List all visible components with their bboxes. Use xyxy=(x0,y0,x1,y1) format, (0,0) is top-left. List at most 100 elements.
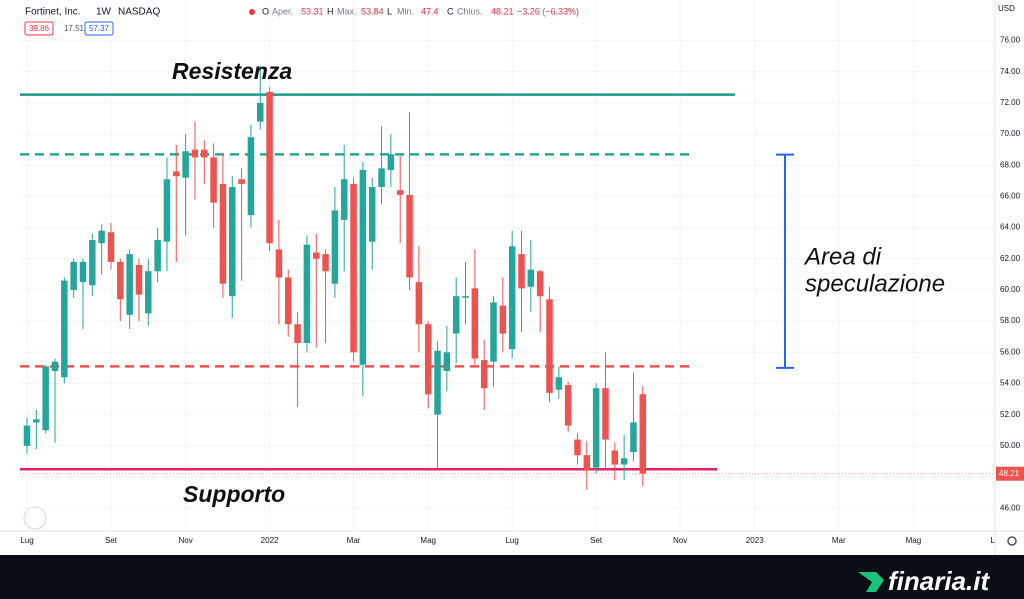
candle-body xyxy=(126,254,133,315)
candle-body xyxy=(135,265,143,295)
candle-body xyxy=(471,288,479,359)
ohlc-value: 47.4 xyxy=(421,6,439,16)
y-tick-label: 72.00 xyxy=(1000,98,1021,107)
candle-body xyxy=(247,137,255,216)
ohlc-key: L xyxy=(387,6,392,16)
x-tick-label: Nov xyxy=(178,536,192,545)
settings-icon[interactable] xyxy=(1007,536,1017,546)
candle-body xyxy=(182,151,189,178)
x-tick-label: Lug xyxy=(505,536,518,545)
candle-body xyxy=(518,254,525,289)
candle-body xyxy=(98,230,105,244)
bracket-label: Area di xyxy=(803,243,882,270)
y-tick-label: 50.00 xyxy=(1000,441,1021,450)
candle-body xyxy=(443,352,451,371)
candle-body xyxy=(424,324,432,395)
interval: 1W xyxy=(96,7,112,18)
x-tick-label: Mar xyxy=(347,536,361,545)
candle-body xyxy=(303,244,311,343)
y-tick-label: 52.00 xyxy=(1000,410,1021,419)
candle-body xyxy=(387,154,395,170)
candle-body xyxy=(396,190,404,195)
candle-body xyxy=(462,296,469,298)
candle-body xyxy=(639,394,647,474)
y-tick-label: 62.00 xyxy=(1000,254,1021,263)
candle-body xyxy=(294,324,301,343)
y-tick-label: 76.00 xyxy=(1000,36,1021,45)
candle-body xyxy=(499,305,507,334)
candle-body xyxy=(117,261,124,300)
candle-body xyxy=(527,269,535,287)
candle-body xyxy=(555,377,563,390)
ohlc-value: 53.84 xyxy=(361,6,384,16)
candle-body xyxy=(592,388,600,468)
candle-body xyxy=(611,450,619,465)
candle-body xyxy=(452,296,460,334)
candle-body xyxy=(219,183,227,284)
candle-body xyxy=(536,271,544,297)
ohlc-label: Chius. xyxy=(457,6,483,16)
candle-body xyxy=(201,149,208,158)
x-tick-label: 2023 xyxy=(746,536,764,545)
candle-body xyxy=(406,194,413,278)
candle-body xyxy=(508,246,516,350)
symbol: Fortinet, Inc. xyxy=(25,7,81,18)
y-tick-label: 68.00 xyxy=(1000,160,1021,169)
ohlc-key: C xyxy=(447,6,454,16)
candle-body xyxy=(238,179,245,184)
y-tick-label: 60.00 xyxy=(1000,285,1021,294)
candle-body xyxy=(23,425,31,446)
last-price-badge xyxy=(996,466,1024,481)
y-tick-label: 56.00 xyxy=(1000,347,1021,356)
candle-body xyxy=(583,455,591,471)
candle-body xyxy=(359,169,367,365)
candle-body xyxy=(191,149,199,158)
candle-body xyxy=(331,210,339,284)
ohlc-value: 48.21 xyxy=(491,6,514,16)
exchange: NASDAQ xyxy=(118,7,160,18)
candle-body xyxy=(564,385,572,426)
bracket-label: speculazione xyxy=(805,270,945,297)
indicator-badge xyxy=(24,21,54,36)
footer xyxy=(0,555,1024,599)
candle-body xyxy=(89,240,96,286)
ohlc-label: Max. xyxy=(337,6,357,16)
candle-body xyxy=(154,240,161,272)
candle-body xyxy=(107,232,115,262)
ohlc-label: Aper. xyxy=(272,6,293,16)
candle-body xyxy=(312,252,320,259)
brand-icon xyxy=(858,572,884,592)
candle-body xyxy=(163,179,171,242)
candle-body xyxy=(79,261,87,283)
y-tick-label: 46.00 xyxy=(1000,503,1021,512)
y-tick-label: 54.00 xyxy=(1000,379,1021,388)
header: Fortinet, Inc. 1W NASDAQ USD O Aper. 53.31… xyxy=(24,4,1015,36)
x-tick-label: Mar xyxy=(832,536,846,545)
candle-body xyxy=(210,157,217,203)
x-tick-label: Set xyxy=(590,536,603,545)
x-tick-label: Mag xyxy=(420,536,436,545)
candle-body xyxy=(480,360,488,389)
candle-body xyxy=(620,458,628,465)
candle-body xyxy=(340,179,348,220)
candle-body xyxy=(574,439,581,456)
x-tick-label: Lug xyxy=(20,536,33,545)
last-price-label: 48.21 xyxy=(999,469,1020,478)
candle-body xyxy=(490,302,497,362)
candle-body xyxy=(145,271,152,314)
indicator-badge xyxy=(84,21,114,36)
x-tick-label: 2022 xyxy=(261,536,279,545)
candle-body xyxy=(322,254,329,272)
candle-body xyxy=(51,361,59,371)
candle-body xyxy=(630,422,637,453)
ohlc-value: 53.31 xyxy=(301,6,324,16)
logo-button[interactable] xyxy=(23,506,47,530)
x-tick-label: Nov xyxy=(673,536,687,545)
candle-body xyxy=(602,388,609,440)
candle-body xyxy=(378,168,385,188)
x-tick-label: Set xyxy=(105,536,118,545)
candle-body xyxy=(546,299,553,393)
candle-body xyxy=(70,261,77,290)
y-tick-label: 66.00 xyxy=(1000,192,1021,201)
